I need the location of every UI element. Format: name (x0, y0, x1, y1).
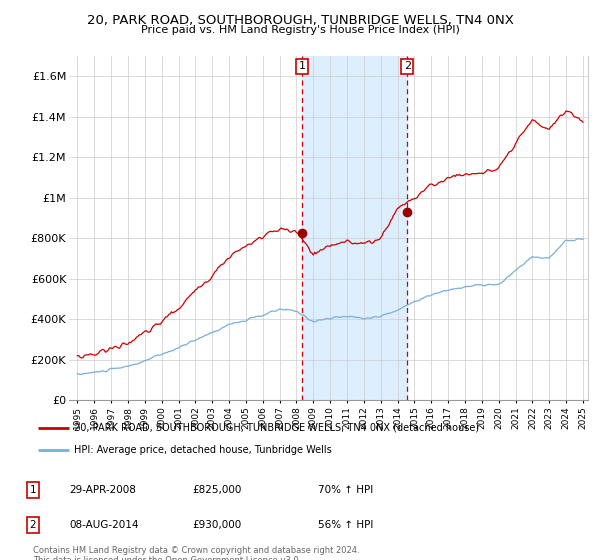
Text: £825,000: £825,000 (192, 485, 241, 495)
Text: 1: 1 (29, 485, 37, 495)
Bar (302, 56, 407, 400)
Text: Price paid vs. HM Land Registry's House Price Index (HPI): Price paid vs. HM Land Registry's House … (140, 25, 460, 35)
Text: Contains HM Land Registry data © Crown copyright and database right 2024.
This d: Contains HM Land Registry data © Crown c… (33, 546, 359, 560)
Text: 2: 2 (29, 520, 37, 530)
Text: 1: 1 (299, 61, 305, 71)
Text: 2: 2 (404, 61, 411, 71)
Text: HPI: Average price, detached house, Tunbridge Wells: HPI: Average price, detached house, Tunb… (74, 445, 332, 455)
Text: 08-AUG-2014: 08-AUG-2014 (69, 520, 139, 530)
Text: 56% ↑ HPI: 56% ↑ HPI (318, 520, 373, 530)
Text: 29-APR-2008: 29-APR-2008 (69, 485, 136, 495)
Text: 70% ↑ HPI: 70% ↑ HPI (318, 485, 373, 495)
Text: £930,000: £930,000 (192, 520, 241, 530)
Text: 20, PARK ROAD, SOUTHBOROUGH, TUNBRIDGE WELLS, TN4 0NX: 20, PARK ROAD, SOUTHBOROUGH, TUNBRIDGE W… (86, 14, 514, 27)
Text: 20, PARK ROAD, SOUTHBOROUGH, TUNBRIDGE WELLS, TN4 0NX (detached house): 20, PARK ROAD, SOUTHBOROUGH, TUNBRIDGE W… (74, 423, 479, 433)
